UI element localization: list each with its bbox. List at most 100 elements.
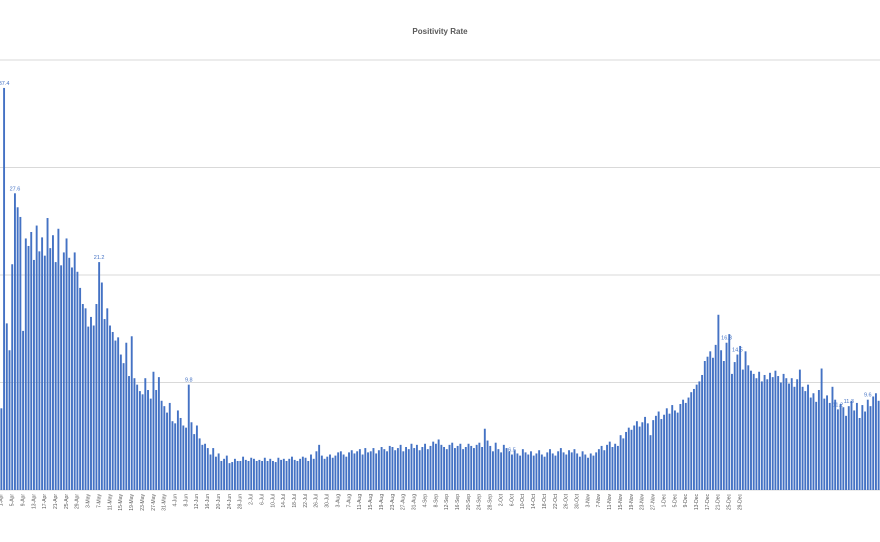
bar [277, 457, 280, 490]
x-tick-label: 7-May [96, 494, 102, 508]
bar [90, 316, 92, 490]
data-label: 9.8 [185, 378, 193, 384]
x-tick-label: 19-May [129, 494, 135, 511]
bar [345, 456, 348, 490]
bar [663, 414, 666, 490]
bar [820, 368, 823, 490]
bar [282, 458, 285, 490]
bar [130, 336, 133, 490]
x-tick-label: 19-Nov [629, 494, 635, 511]
bar [185, 427, 187, 490]
x-tick-label: 8-Jun [183, 494, 189, 507]
x-tick-label: 8-Sep [433, 494, 439, 508]
bar [654, 415, 657, 490]
bar [864, 411, 867, 490]
x-tick-label: 3-Aug [335, 494, 341, 508]
x-tick-label: 1-Dec [661, 494, 667, 508]
bar [464, 447, 467, 490]
bar [736, 354, 739, 490]
x-tick-label: 15-Aug [368, 494, 374, 510]
bar [334, 455, 337, 490]
bar [497, 449, 500, 490]
bar [500, 452, 503, 491]
bar [147, 390, 149, 490]
bar [79, 287, 82, 490]
bar [874, 393, 877, 490]
bar [231, 462, 234, 490]
bar [73, 252, 76, 490]
bar [133, 378, 136, 490]
bar [225, 455, 228, 490]
bar [478, 442, 481, 490]
bar [652, 420, 655, 491]
x-tick-label: 3-May [86, 494, 92, 508]
bar [467, 443, 470, 490]
bar [141, 394, 144, 490]
bar [614, 443, 617, 490]
bar [682, 399, 685, 490]
bar [95, 304, 98, 490]
bar [492, 451, 494, 490]
x-tick-label: 20-Sep [466, 494, 472, 510]
bar [206, 448, 209, 490]
bar [122, 363, 125, 490]
bar [850, 400, 853, 490]
x-tick-label: 12-Sep [444, 494, 450, 510]
bar [35, 225, 38, 491]
bar [725, 342, 728, 490]
bar [138, 391, 141, 490]
bar [644, 416, 647, 490]
gridlines [0, 59, 880, 491]
bar [456, 445, 459, 490]
bar [584, 454, 587, 490]
x-tick-label: 15-Nov [618, 494, 624, 511]
x-tick-label: 1-Apr [0, 494, 5, 507]
bar [565, 454, 568, 490]
data-labels: 37.4 27.6 21.2 9.8 6.5 16.314.5 11.211.3 9.6 [0, 81, 872, 454]
bar [616, 445, 619, 490]
bar [272, 460, 274, 490]
bar [687, 397, 690, 490]
bar [714, 344, 717, 491]
x-tick-label: 29-Dec [737, 494, 743, 511]
bar [342, 454, 345, 490]
bar [733, 362, 736, 490]
bar [372, 448, 375, 490]
x-tick-label: 30-Jul [325, 494, 331, 508]
x-tick-label: 3-Nov [585, 494, 591, 508]
bar [52, 235, 54, 490]
bar [24, 238, 27, 490]
bar [578, 456, 581, 490]
bar [777, 376, 780, 490]
bar [673, 410, 676, 490]
bar [375, 453, 378, 490]
bar [163, 406, 166, 490]
bar [570, 452, 573, 491]
bar [367, 452, 369, 491]
bar [530, 451, 532, 490]
x-tick-label: 22-Oct [553, 493, 559, 509]
bar [228, 463, 231, 491]
x-tick-label: 9-Apr [20, 494, 26, 507]
bar [242, 456, 245, 490]
x-tick-label: 30-Oct [574, 493, 580, 509]
bar [804, 391, 807, 490]
bar [758, 371, 761, 490]
bar [812, 393, 815, 490]
bar [418, 450, 421, 490]
bar [448, 444, 451, 490]
bar [747, 365, 750, 490]
bar [739, 345, 742, 490]
bar [62, 252, 65, 490]
bar [22, 330, 25, 490]
bar [288, 458, 291, 490]
bar [437, 439, 440, 490]
bar [247, 460, 250, 490]
bar [576, 453, 579, 490]
x-tick-label: 17-Dec [705, 494, 711, 511]
bar [13, 193, 16, 491]
bar [5, 323, 8, 491]
bar [722, 361, 725, 490]
bar [269, 458, 272, 490]
bar [750, 370, 752, 490]
